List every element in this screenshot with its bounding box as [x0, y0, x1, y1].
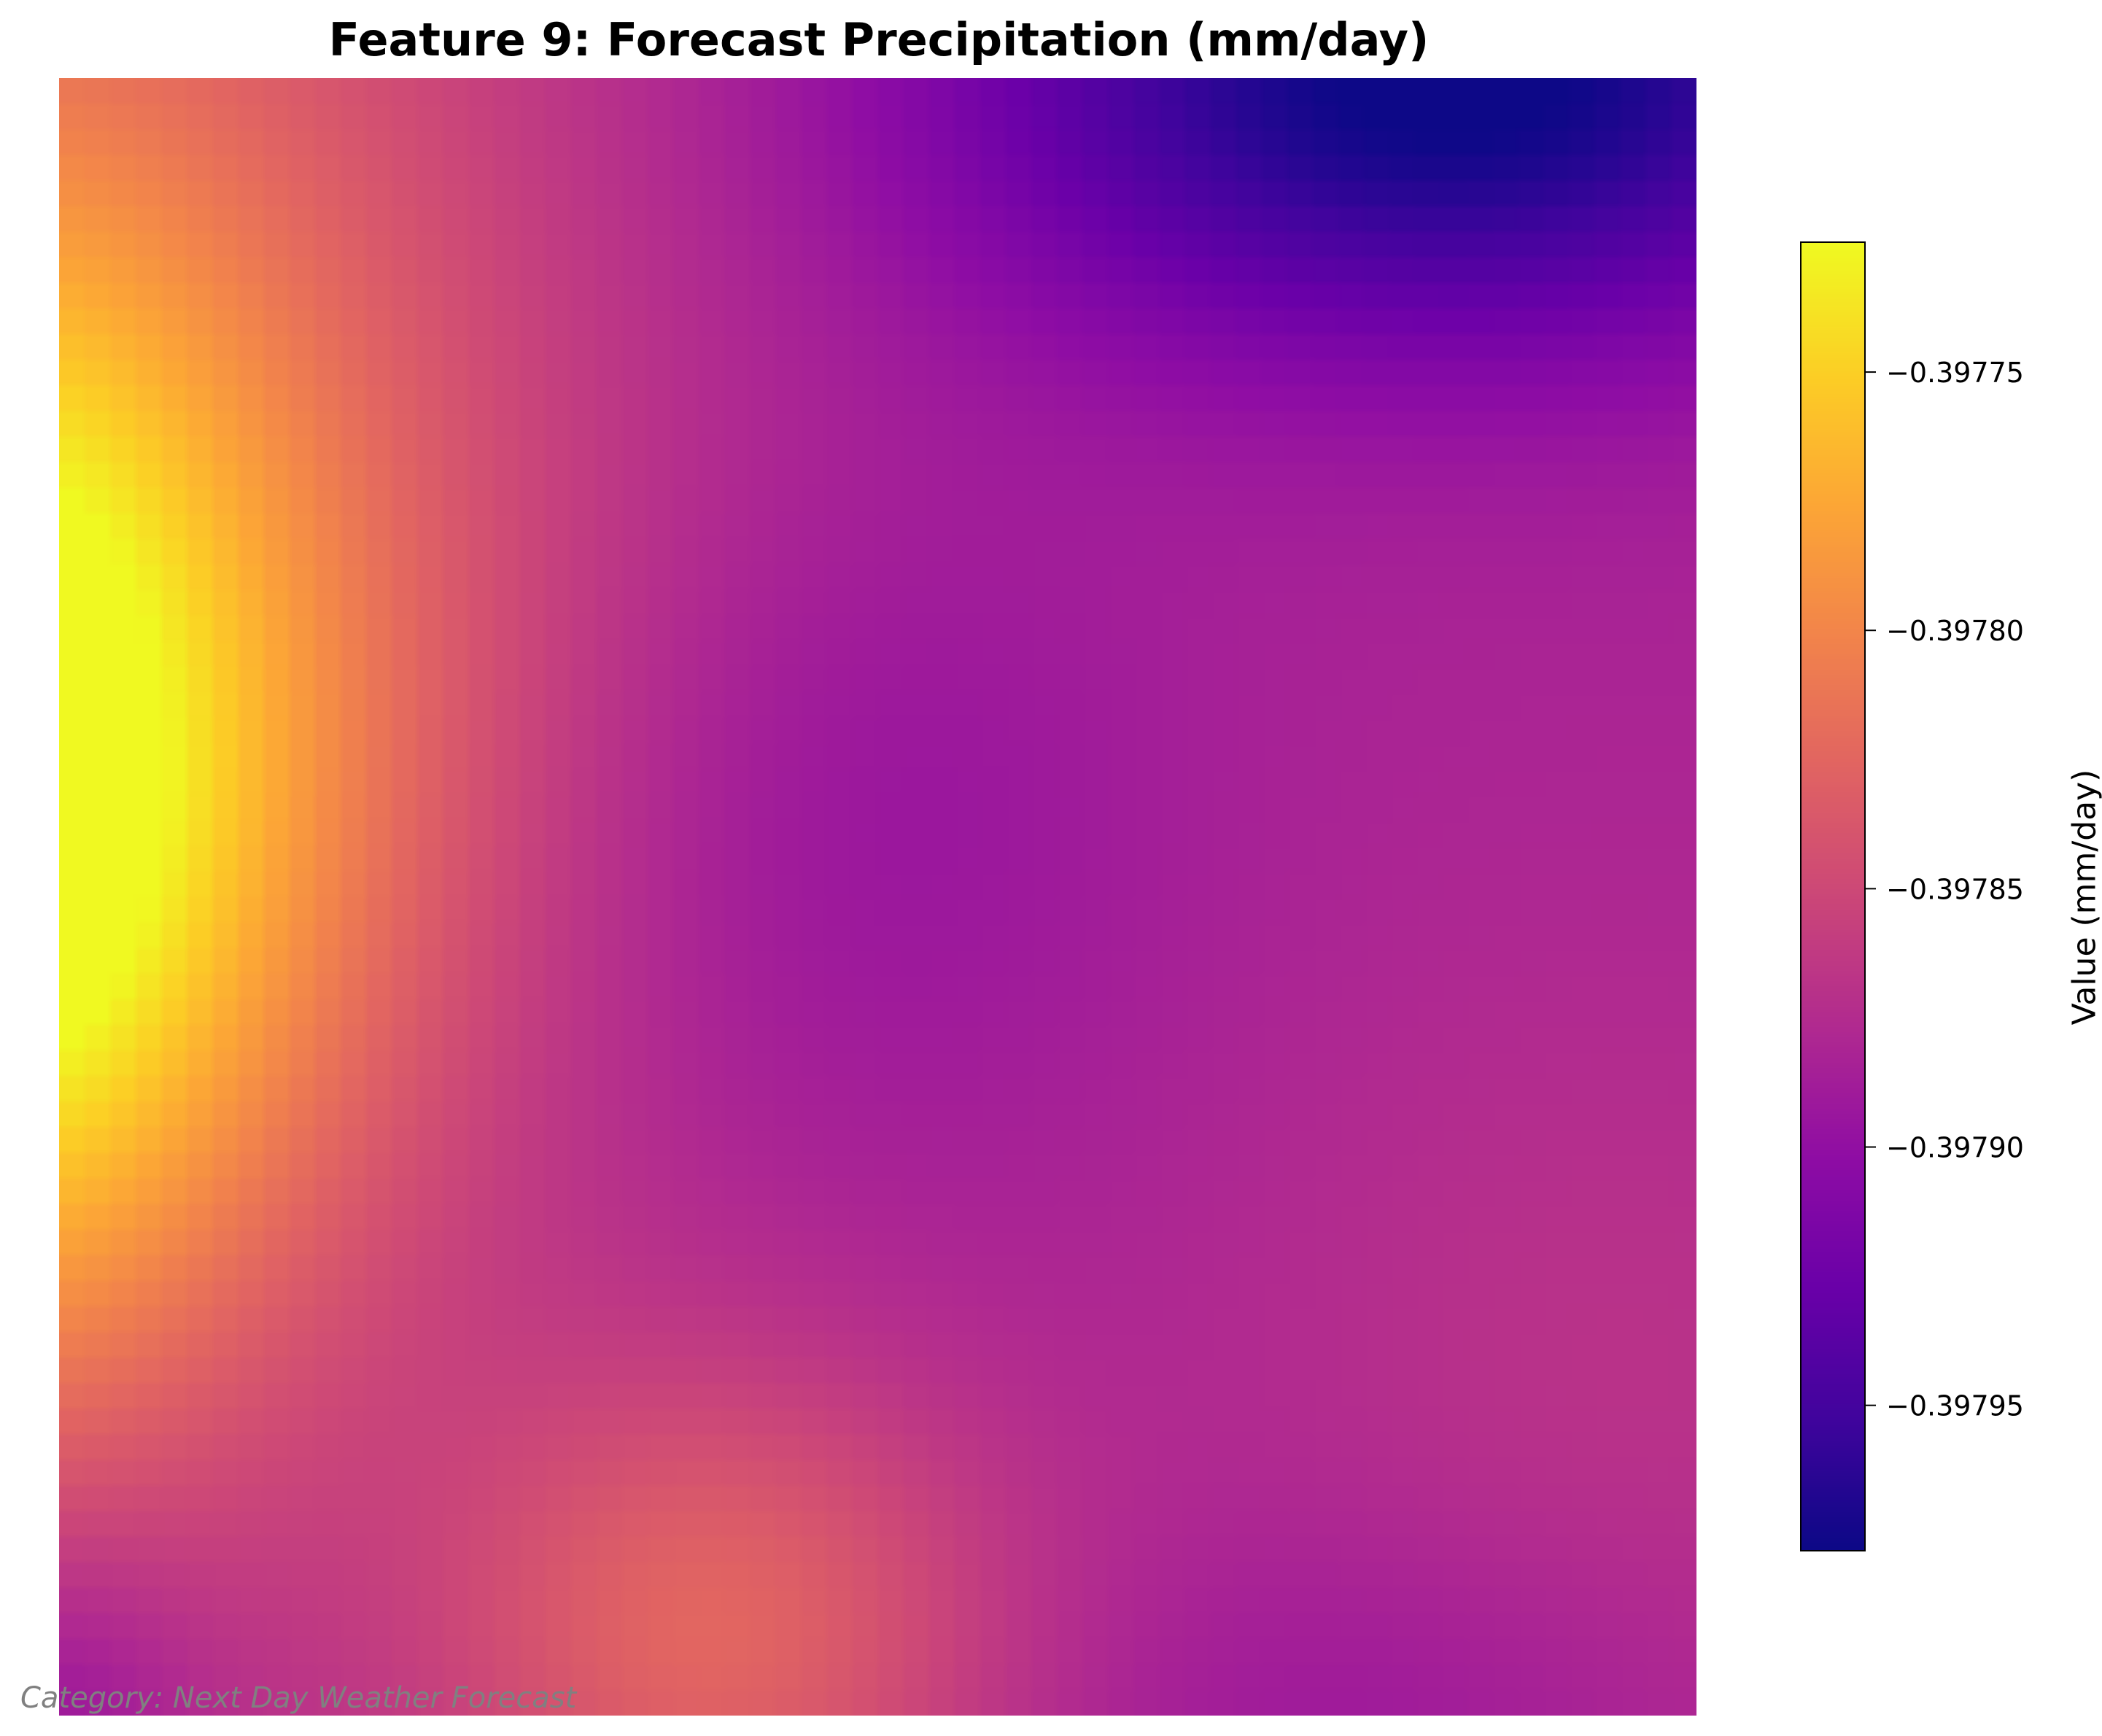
- colorbar-tick-label: −0.39795: [1886, 1390, 2024, 1422]
- colorbar-tick-label: −0.39780: [1886, 615, 2024, 647]
- heatmap-grid: [59, 78, 1696, 1716]
- category-footnote: Category: Next Day Weather Forecast: [20, 1681, 577, 1715]
- colorbar-gradient: [1802, 243, 1864, 1550]
- colorbar-tick-label: −0.39790: [1886, 1132, 2024, 1164]
- colorbar-tick-label: −0.39785: [1886, 873, 2024, 905]
- colorbar-label: Value (mm/day): [2066, 769, 2102, 1026]
- colorbar-tick-label: −0.39775: [1886, 357, 2024, 389]
- chart-title: Feature 9: Forecast Precipitation (mm/da…: [328, 13, 1430, 66]
